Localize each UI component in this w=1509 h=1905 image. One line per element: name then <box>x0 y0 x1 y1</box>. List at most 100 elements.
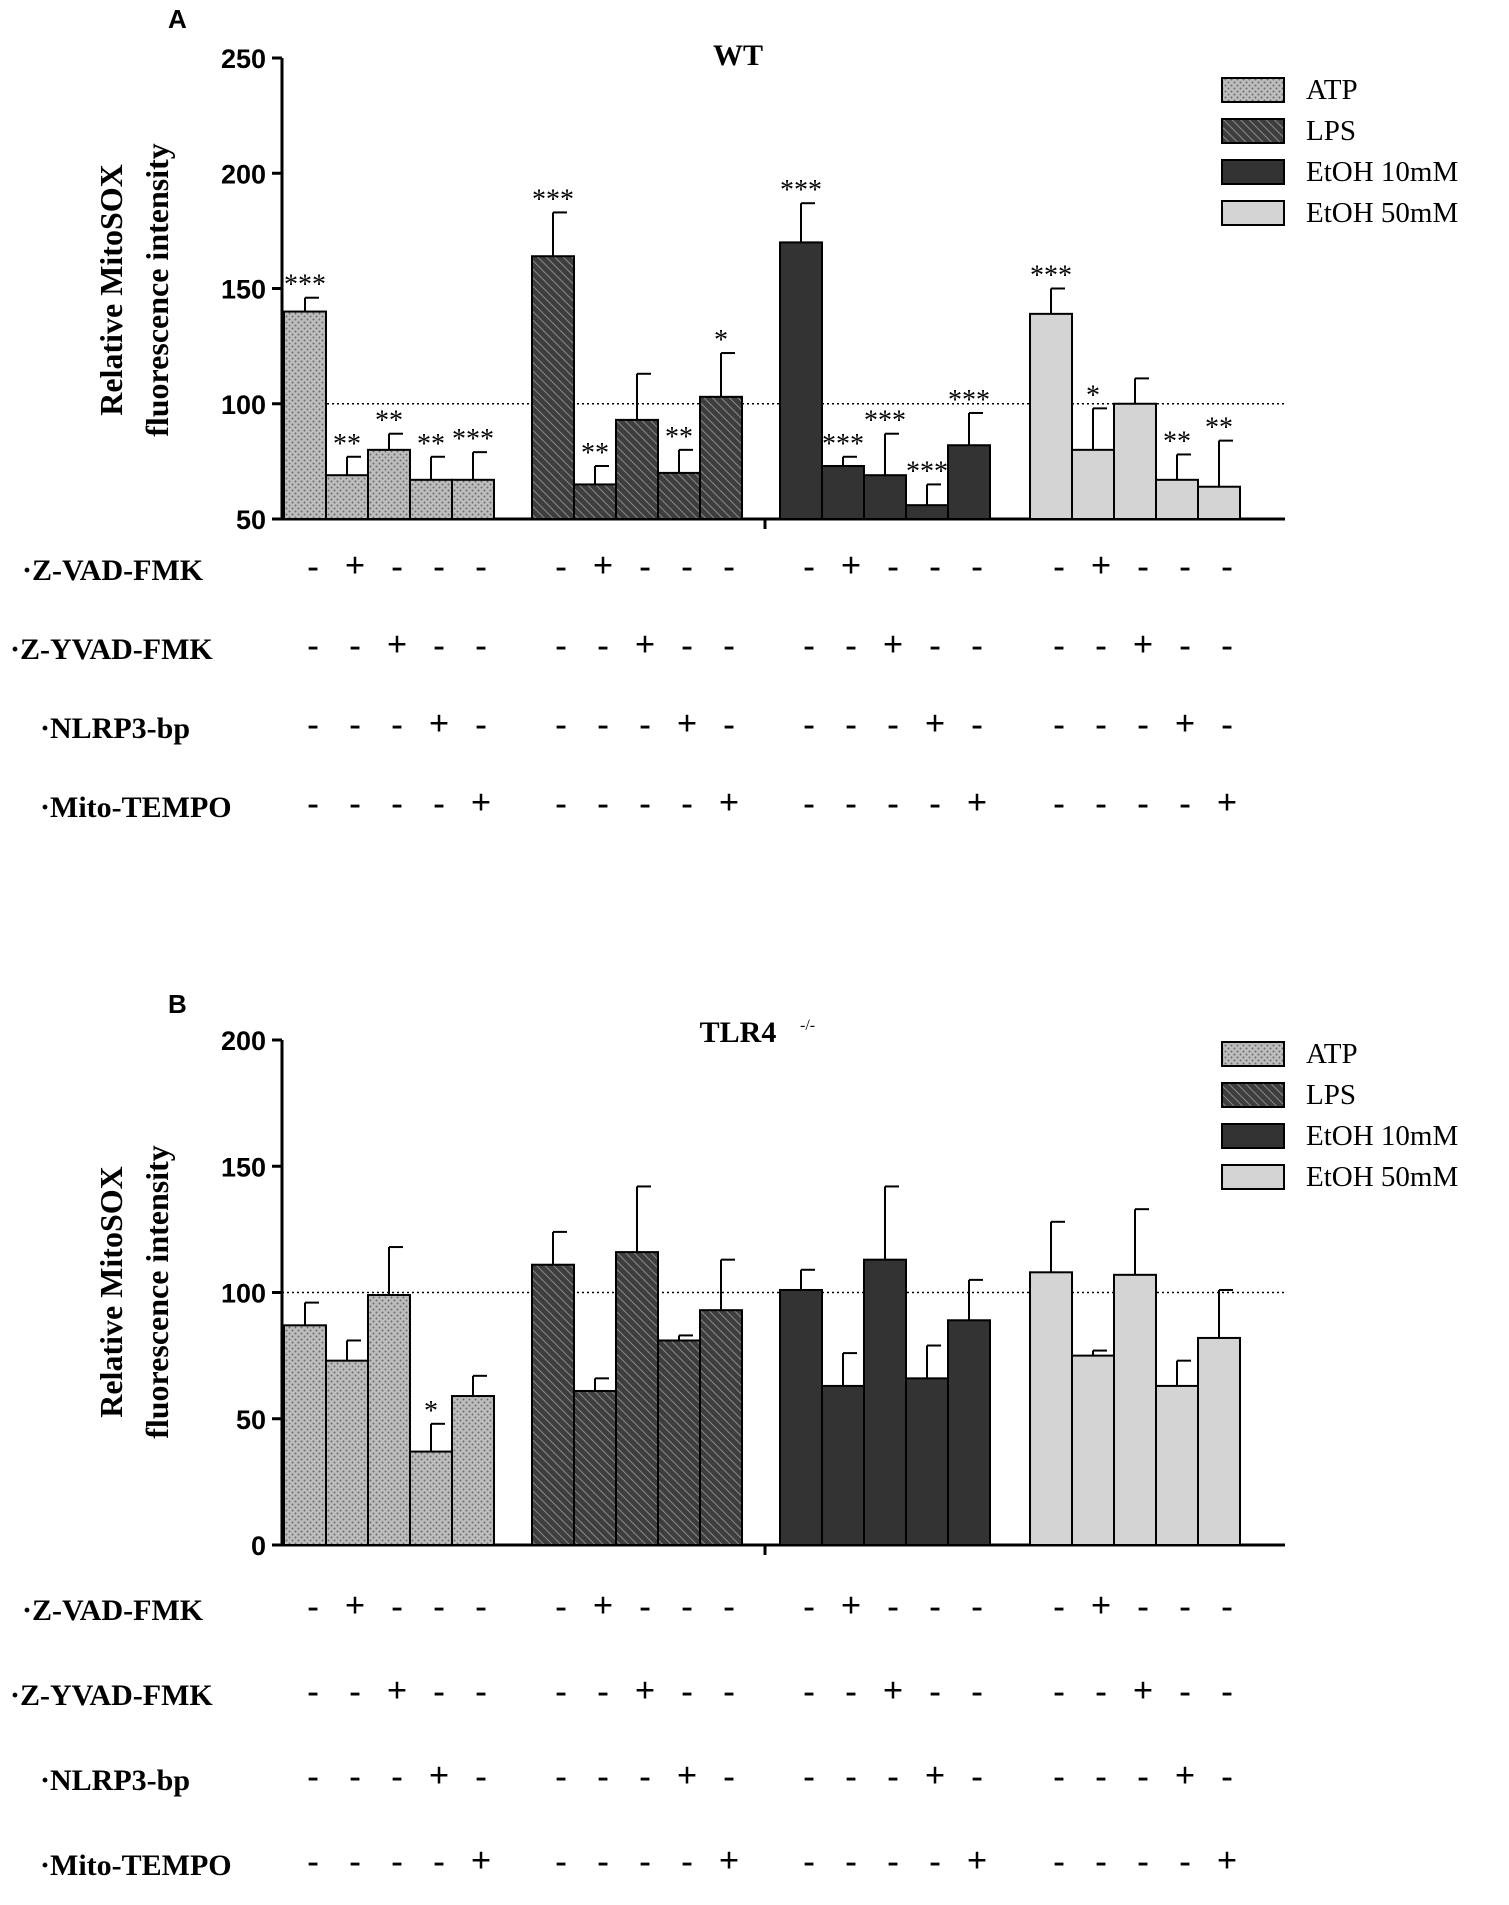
treatment-sign: - <box>1053 548 1064 585</box>
treatment-sign: + <box>719 1840 740 1880</box>
significance-label: ** <box>1163 426 1191 457</box>
treatment-sign: + <box>1133 624 1154 664</box>
treatment-sign: - <box>349 785 360 822</box>
treatment-sign: + <box>967 782 988 822</box>
bar-lps <box>615 1251 659 1546</box>
treatment-sign: - <box>1179 627 1190 664</box>
treatment-label: ·NLRP3-bp <box>40 712 190 745</box>
treatment-sign: + <box>967 1840 988 1880</box>
treatment-sign: + <box>1175 1755 1196 1795</box>
significance-label: ** <box>1205 413 1233 444</box>
treatment-sign: - <box>681 627 692 664</box>
significance-label: * <box>714 325 728 356</box>
treatment-sign: - <box>391 1843 402 1880</box>
treatment-sign: - <box>681 548 692 585</box>
chart-title: WT <box>713 39 763 72</box>
legend-swatch <box>1221 1082 1285 1108</box>
treatment-sign: - <box>971 627 982 664</box>
treatment-sign: - <box>1053 1843 1064 1880</box>
treatment-sign: - <box>971 1758 982 1795</box>
treatment-sign: - <box>845 1673 856 1710</box>
bar-atp <box>325 474 369 520</box>
treatment-sign: - <box>475 1588 486 1625</box>
legend-swatch <box>1221 159 1285 185</box>
bar-atp <box>283 1324 327 1546</box>
bar-atp <box>451 478 495 521</box>
treatment-label: ·Mito-TEMPO <box>40 791 232 824</box>
treatment-sign: - <box>349 1843 360 1880</box>
treatment-sign: - <box>1179 548 1190 585</box>
treatment-sign: + <box>471 782 492 822</box>
panel-letter: A <box>168 4 187 34</box>
legend-swatch <box>1221 1164 1285 1190</box>
treatment-sign: - <box>307 1843 318 1880</box>
bar-lps <box>699 1309 743 1547</box>
treatment-sign: - <box>803 1588 814 1625</box>
treatment-sign: - <box>639 1588 650 1625</box>
treatment-sign: - <box>555 785 566 822</box>
bar-atp <box>409 1450 453 1546</box>
y-tick-label: 200 <box>221 159 266 189</box>
treatment-sign: - <box>433 1588 444 1625</box>
treatment-sign: - <box>433 548 444 585</box>
chart-title: TLR4 -/- <box>700 1016 815 1049</box>
bar-lps <box>657 1339 701 1546</box>
treatment-sign: - <box>1179 1843 1190 1880</box>
treatment-sign: - <box>307 1588 318 1625</box>
treatment-sign: - <box>555 706 566 743</box>
treatment-sign: - <box>597 1673 608 1710</box>
bar-etoh-10mm <box>863 474 907 520</box>
significance-label: *** <box>906 456 948 487</box>
treatment-sign: - <box>929 1588 940 1625</box>
bar-etoh-50mm <box>1155 478 1199 521</box>
significance-label: * <box>1086 380 1100 411</box>
treatment-sign: - <box>433 1673 444 1710</box>
treatment-sign: - <box>1053 627 1064 664</box>
treatment-sign: - <box>1221 1673 1232 1710</box>
treatment-sign: + <box>387 624 408 664</box>
treatment-sign: - <box>1221 627 1232 664</box>
significance-label: *** <box>864 406 906 437</box>
bar-atp <box>409 478 453 521</box>
treatment-sign: - <box>845 706 856 743</box>
legend-label: EtOH 50mM <box>1306 197 1458 229</box>
significance-label: *** <box>822 429 864 460</box>
bar-atp <box>367 1294 411 1547</box>
treatment-sign: - <box>929 1843 940 1880</box>
bar-etoh-50mm <box>1071 448 1115 521</box>
treatment-sign: - <box>723 548 734 585</box>
chart-title-text: WT <box>713 39 763 72</box>
bar-lps <box>531 1263 575 1546</box>
y-tick-label: 100 <box>221 390 266 420</box>
bar-etoh-50mm <box>1029 1271 1073 1547</box>
treatment-sign: - <box>681 1588 692 1625</box>
significance-label: *** <box>948 385 990 416</box>
legend-label: EtOH 50mM <box>1306 1161 1458 1193</box>
treatment-sign: - <box>929 548 940 585</box>
treatment-sign: - <box>597 785 608 822</box>
treatment-sign: - <box>639 785 650 822</box>
bar-etoh-10mm <box>947 444 991 520</box>
significance-label: *** <box>1030 261 1072 292</box>
treatment-sign: - <box>475 627 486 664</box>
treatment-sign: - <box>555 1673 566 1710</box>
treatment-sign: + <box>635 1670 656 1710</box>
significance-label: *** <box>284 270 326 301</box>
legend-swatch <box>1221 1123 1285 1149</box>
bar-etoh-10mm <box>779 241 823 520</box>
treatment-sign: - <box>475 1758 486 1795</box>
treatment-sign: - <box>929 1673 940 1710</box>
bar-lps <box>615 418 659 521</box>
treatment-sign: + <box>387 1670 408 1710</box>
y-axis-label: Relative MitoSOX <box>93 1166 129 1418</box>
bar-etoh-10mm <box>821 464 865 520</box>
treatment-sign: - <box>723 1758 734 1795</box>
treatment-sign: - <box>803 1673 814 1710</box>
treatment-sign: - <box>1137 548 1148 585</box>
treatment-sign: + <box>841 545 862 585</box>
y-axis-label: Relative MitoSOX <box>93 164 129 416</box>
significance-label: ** <box>417 429 445 460</box>
bar-lps <box>699 395 743 520</box>
treatment-sign: + <box>1133 1670 1154 1710</box>
panel-b: B TLR4 -/- Relative MitoSOX fluorescence int… <box>10 989 1458 1882</box>
